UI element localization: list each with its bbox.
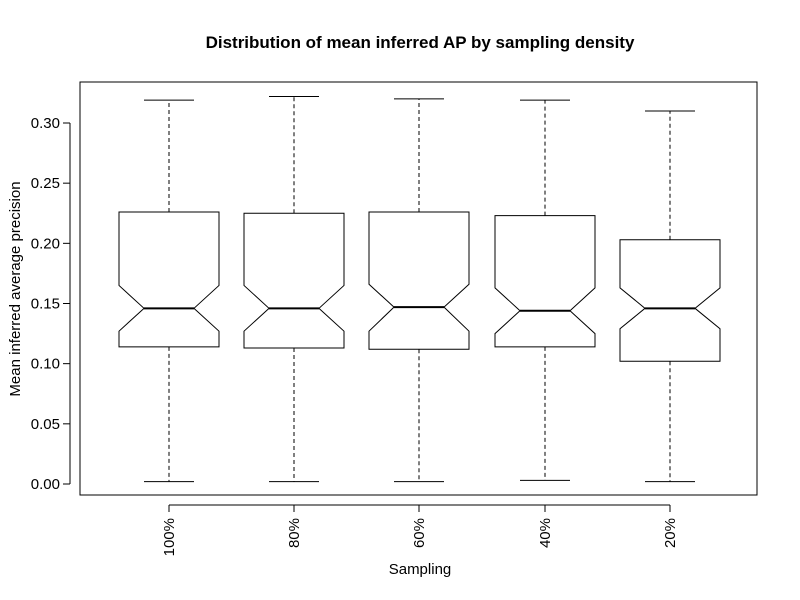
boxes-group <box>118 96 721 483</box>
y-axis: 0.00 0.05 0.10 0.15 0.20 0.25 0.30 <box>31 115 71 493</box>
x-axis-label: Sampling <box>389 561 452 578</box>
box-20% <box>619 110 721 483</box>
x-tick-label: 40% <box>537 518 554 548</box>
y-tick-label: 0.25 <box>31 175 60 192</box>
y-tick-label: 0.15 <box>31 296 60 313</box>
box-100% <box>118 99 220 483</box>
y-tick-label: 0.30 <box>31 115 60 132</box>
box-body <box>118 211 220 348</box>
y-tick-label: 0.00 <box>31 476 60 493</box>
y-tick-label: 0.20 <box>31 235 60 252</box>
x-tick-label: 80% <box>286 518 303 548</box>
box-40% <box>494 99 596 481</box>
box-body <box>619 239 721 362</box>
box-60% <box>368 98 470 483</box>
y-tick-label: 0.10 <box>31 356 60 373</box>
chart-title: Distribution of mean inferred AP by samp… <box>206 33 635 52</box>
y-axis-label: Mean inferred average precision <box>7 181 24 396</box>
box-80% <box>243 96 345 483</box>
x-axis: 100% 80% 60% 40% 20% <box>161 504 679 556</box>
x-tick-label: 20% <box>662 518 679 548</box>
y-tick-label: 0.05 <box>31 416 60 433</box>
box-body <box>243 212 345 349</box>
x-tick-label: 60% <box>411 518 428 548</box>
box-body <box>494 215 596 348</box>
plot-frame <box>79 81 758 496</box>
box-body <box>368 211 470 350</box>
x-tick-label: 100% <box>161 518 178 556</box>
